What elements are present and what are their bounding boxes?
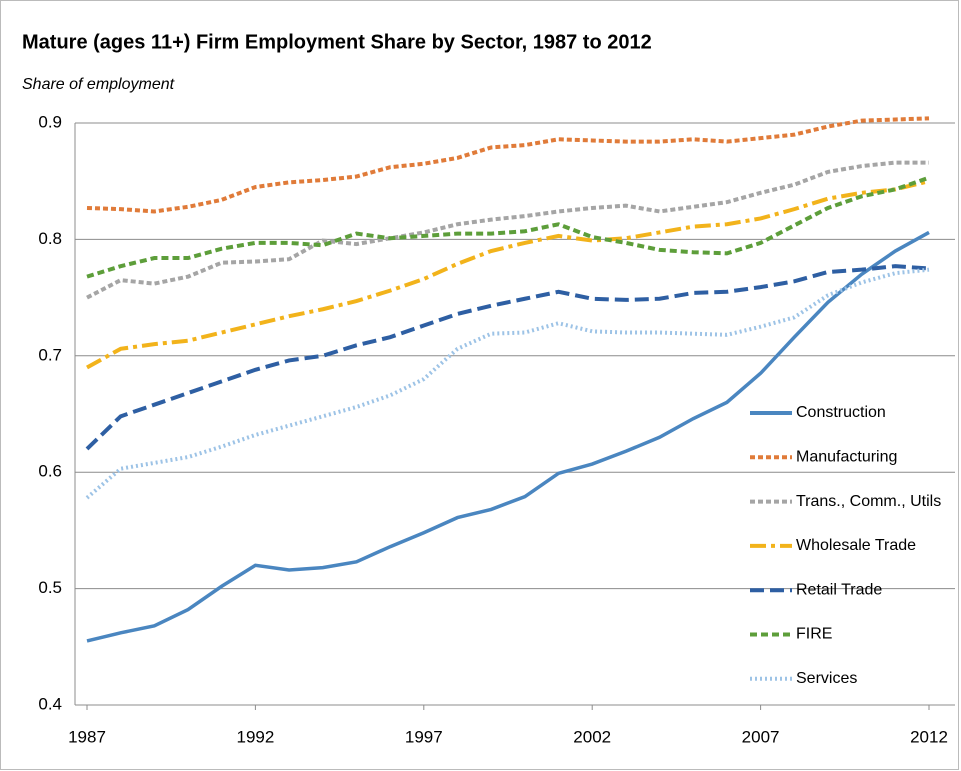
x-tick-label: 2012	[910, 727, 948, 746]
x-tick-label: 1992	[236, 727, 274, 746]
x-tick-label: 2007	[742, 727, 780, 746]
x-tick-label: 1997	[405, 727, 443, 746]
series-line	[86, 179, 930, 370]
series-line	[85, 267, 930, 500]
y-tick-label: 0.7	[38, 345, 62, 364]
y-tick-label: 0.8	[38, 229, 62, 248]
y-tick-label: 0.5	[38, 578, 62, 597]
series-line	[86, 230, 930, 643]
series-line	[86, 116, 930, 214]
legend-label: FIRE	[796, 626, 832, 643]
y-tick-label: 0.4	[38, 694, 62, 713]
x-tick-label: 2002	[573, 727, 611, 746]
legend-label: Construction	[796, 404, 886, 421]
legend-label: Wholesale Trade	[796, 537, 916, 554]
legend-label: Retail Trade	[796, 581, 882, 598]
series-line	[85, 264, 930, 451]
series-line	[86, 160, 929, 300]
chart-subtitle: Share of employment	[22, 76, 175, 93]
legend-label: Manufacturing	[796, 449, 897, 466]
chart-title: Mature (ages 11+) Firm Employment Share …	[22, 31, 652, 53]
series-line	[86, 175, 930, 279]
legend-label: Trans., Comm., Utils	[796, 493, 941, 510]
y-tick-label: 0.9	[38, 112, 62, 131]
legend-label: Services	[796, 670, 857, 687]
y-tick-label: 0.6	[38, 462, 62, 481]
x-tick-label: 1987	[68, 727, 106, 746]
